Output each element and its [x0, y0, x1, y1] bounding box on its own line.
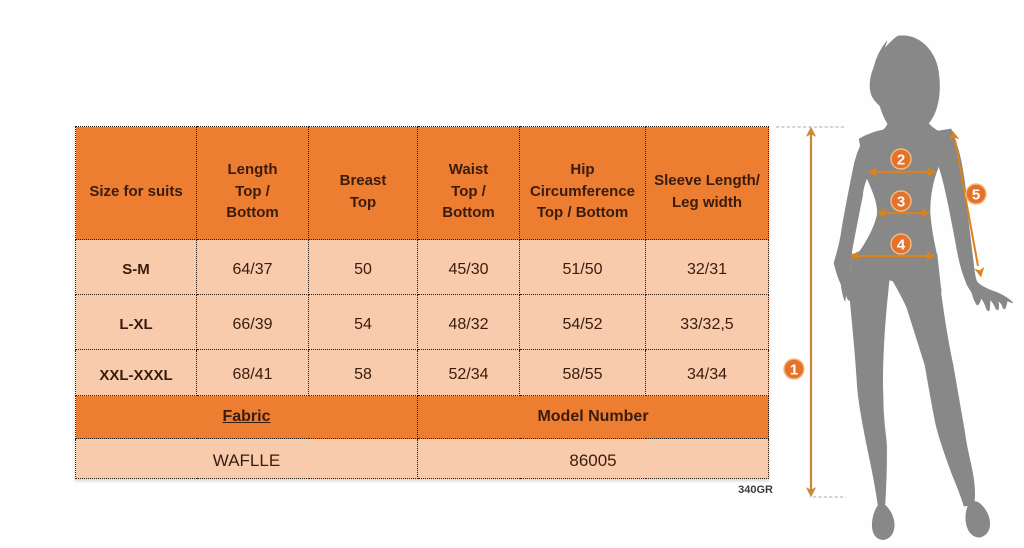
svg-text:1: 1: [790, 362, 798, 379]
svg-text:3: 3: [897, 194, 905, 211]
svg-text:5: 5: [972, 187, 980, 204]
svg-text:4: 4: [897, 237, 906, 254]
svg-text:2: 2: [897, 152, 905, 169]
